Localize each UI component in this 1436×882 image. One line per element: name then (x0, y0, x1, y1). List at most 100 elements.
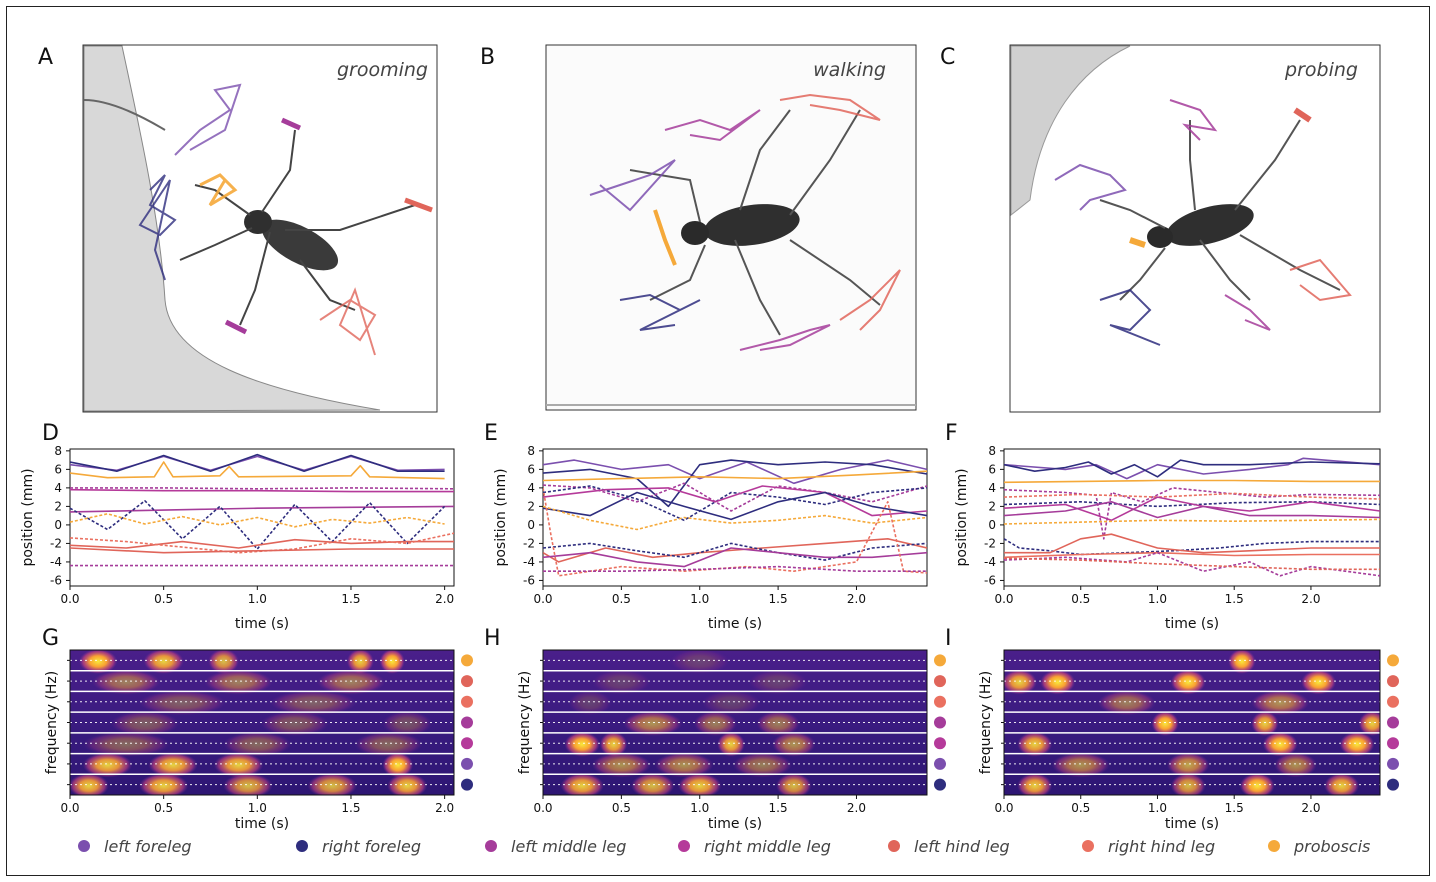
x-tick-label: 1.5 (769, 592, 788, 606)
panel-letter-g: G (42, 626, 59, 651)
row-color-dot (461, 654, 473, 667)
spectral-burst (1166, 752, 1210, 778)
x-axis-label: time (s) (1165, 616, 1219, 632)
row-color-dot (1387, 737, 1399, 750)
row-color-dot (934, 778, 946, 791)
row-color-dot (934, 654, 946, 667)
spectral-burst (270, 690, 357, 716)
y-axis-label: position (mm) (493, 468, 509, 566)
y-tick-label: 2 (988, 499, 996, 513)
row-color-dot (934, 716, 946, 729)
series-line (543, 505, 927, 531)
series-line (543, 565, 927, 573)
spectral-burst (678, 773, 722, 795)
panel-letter-c: C (940, 45, 955, 70)
dish-edge-image (83, 45, 381, 412)
series-line (70, 487, 454, 490)
spectral-burst (138, 690, 226, 716)
y-tick-label: 6 (527, 462, 535, 476)
series-line (543, 485, 927, 517)
spectral-burst (1301, 669, 1337, 695)
legend-marker (888, 840, 900, 852)
row-color-dot (461, 757, 473, 770)
row-color-dot (461, 675, 473, 688)
x-tick-label: 0.5 (1071, 592, 1090, 606)
series-line (1004, 557, 1380, 571)
plot-area (69, 448, 455, 587)
image-panel-walking: walking (545, 44, 917, 411)
spectral-burst (1274, 752, 1317, 778)
behavior-label-grooming: grooming (337, 59, 428, 81)
spectral-burst (1017, 773, 1053, 795)
trajectory-markers (589, 93, 901, 351)
spectral-burst (693, 711, 738, 736)
row-color-dot (461, 737, 473, 750)
x-tick-label: 1.5 (341, 592, 360, 606)
y-tick-label: -4 (50, 555, 62, 569)
spectral-burst (354, 731, 423, 757)
y-tick-label: 4 (988, 481, 996, 495)
spectral-burst (599, 731, 628, 757)
y-tick-label: -4 (523, 555, 535, 569)
x-tick-label: 1.0 (690, 592, 709, 606)
image-panel-grooming: grooming (82, 44, 438, 413)
y-tick-label: 2 (527, 499, 535, 513)
spectral-burst (382, 711, 432, 736)
spectral-burst (670, 650, 730, 674)
spectral-burst (148, 752, 198, 778)
spectral-burst (560, 773, 604, 795)
row-color-dot (934, 757, 946, 770)
spectral-burst (213, 752, 264, 778)
spectral-burst (92, 669, 161, 695)
x-tick-label: 1.5 (341, 801, 360, 815)
figure-legend: left foreleg right foreleg left middle leg… (78, 837, 1370, 856)
x-axis-label: time (s) (1165, 816, 1219, 832)
series-line (543, 485, 927, 522)
series-line (1004, 551, 1380, 559)
x-tick-label: 0.0 (60, 592, 79, 606)
y-tick-label: 0 (54, 518, 62, 532)
series-group (70, 453, 454, 567)
row-color-dot (1387, 716, 1399, 729)
series-group (543, 459, 927, 577)
x-tick-label: 0.0 (994, 592, 1013, 606)
spectral-burst (1228, 650, 1256, 674)
series-line (70, 538, 454, 549)
spectral-burst (1017, 731, 1053, 757)
x-axis-label: time (s) (708, 816, 762, 832)
y-tick-label: 8 (527, 444, 535, 458)
series-line (543, 470, 927, 482)
heatmap-h: 0.0 0.5 1.0 1.5 2.0 time (s) frequency (Hz) (517, 649, 946, 832)
x-tick-label: 1.0 (1148, 592, 1167, 606)
legend-marker (678, 840, 690, 852)
y-tick-label: -2 (523, 536, 535, 550)
x-tick-label: 1.5 (1225, 801, 1244, 815)
spectral-burst (1170, 669, 1206, 695)
x-axis-label: time (s) (708, 616, 762, 632)
spectral-burst (1051, 752, 1110, 778)
fly-silhouette-image (629, 109, 881, 336)
spectral-burst (623, 711, 683, 736)
row-color-dot (461, 778, 473, 791)
panel-letter-i: I (945, 626, 952, 651)
series-line (1004, 496, 1380, 522)
panel-letter-d: D (42, 421, 59, 446)
spectral-burst (1170, 773, 1206, 795)
behavior-label-walking: walking (813, 59, 886, 81)
row-color-dot (1387, 695, 1399, 708)
x-tick-label: 2.0 (847, 592, 866, 606)
spectral-burst (382, 752, 414, 778)
series-line (1004, 459, 1380, 478)
legend-label: left foreleg (104, 837, 192, 856)
panel-letter-a: A (38, 45, 53, 70)
y-tick-label: 0 (527, 518, 535, 532)
row-color-dot (934, 675, 946, 688)
spectral-burst (1339, 731, 1375, 757)
panel-letter-h: H (484, 626, 501, 651)
legend-label: left hind leg (914, 837, 1010, 856)
y-tick-label: 8 (54, 444, 62, 458)
spectral-burst (717, 731, 745, 757)
spectral-burst (387, 773, 428, 795)
y-tick-label: 6 (54, 462, 62, 476)
